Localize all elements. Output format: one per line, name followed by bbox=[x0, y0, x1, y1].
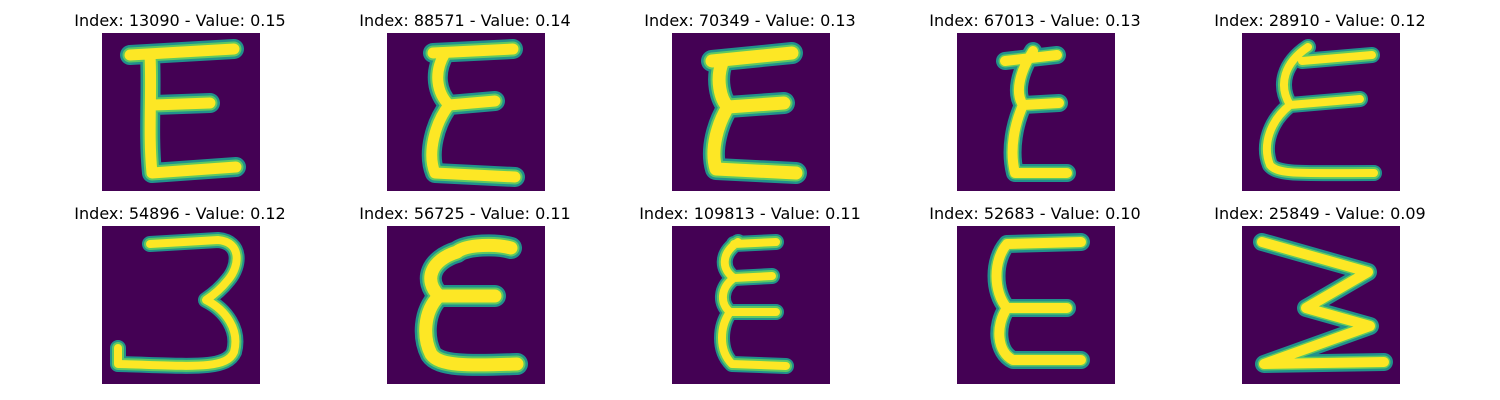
panel-9: Index: 52683 - Value: 0.10 bbox=[910, 204, 1160, 394]
glyph-epsilon-image bbox=[714, 234, 794, 374]
panel-3: Index: 70349 - Value: 0.13 bbox=[625, 11, 875, 201]
panel-title: Index: 70349 - Value: 0.13 bbox=[644, 11, 856, 30]
glyph-image bbox=[672, 226, 830, 384]
glyph-image bbox=[102, 33, 260, 191]
panel-title: Index: 13090 - Value: 0.15 bbox=[74, 11, 286, 30]
panel-5: Index: 28910 - Value: 0.12 bbox=[1195, 11, 1445, 201]
glyph-epsilon-image bbox=[414, 234, 528, 376]
glyph-image bbox=[1242, 226, 1400, 384]
glyph-image bbox=[957, 33, 1115, 191]
glyph-epsilon-image bbox=[996, 42, 1076, 182]
glyph-epsilon-image bbox=[701, 42, 807, 184]
panel-10: Index: 25849 - Value: 0.09 bbox=[1195, 204, 1445, 394]
glyph-e-image bbox=[120, 39, 246, 183]
panel-8: Index: 109813 - Value: 0.11 bbox=[625, 204, 875, 394]
glyph-image bbox=[102, 226, 260, 384]
glyph-image bbox=[387, 33, 545, 191]
glyph-sigma-image bbox=[1253, 233, 1393, 373]
panel-1: Index: 13090 - Value: 0.15 bbox=[55, 11, 305, 201]
panel-title: Index: 25849 - Value: 0.09 bbox=[1214, 204, 1426, 223]
panel-title: Index: 54896 - Value: 0.12 bbox=[74, 204, 286, 223]
glyph-image bbox=[1242, 33, 1400, 191]
panel-7: Index: 56725 - Value: 0.11 bbox=[340, 204, 590, 394]
panel-title: Index: 88571 - Value: 0.14 bbox=[359, 11, 571, 30]
panel-2: Index: 88571 - Value: 0.14 bbox=[340, 11, 590, 201]
glyph-image bbox=[957, 226, 1115, 384]
glyph-three-image bbox=[110, 232, 245, 374]
glyph-epsilon-image bbox=[1258, 39, 1382, 182]
panel-title: Index: 52683 - Value: 0.10 bbox=[929, 204, 1141, 223]
panel-title: Index: 28910 - Value: 0.12 bbox=[1214, 11, 1426, 30]
glyph-e-image bbox=[987, 233, 1090, 369]
panel-title: Index: 56725 - Value: 0.11 bbox=[359, 204, 571, 223]
panel-title: Index: 67013 - Value: 0.13 bbox=[929, 11, 1141, 30]
glyph-image bbox=[672, 33, 830, 191]
panel-4: Index: 67013 - Value: 0.13 bbox=[910, 11, 1160, 201]
glyph-epsilon-image bbox=[421, 39, 525, 187]
glyph-image bbox=[387, 226, 545, 384]
panel-6: Index: 54896 - Value: 0.12 bbox=[55, 204, 305, 394]
panel-title: Index: 109813 - Value: 0.11 bbox=[639, 204, 861, 223]
